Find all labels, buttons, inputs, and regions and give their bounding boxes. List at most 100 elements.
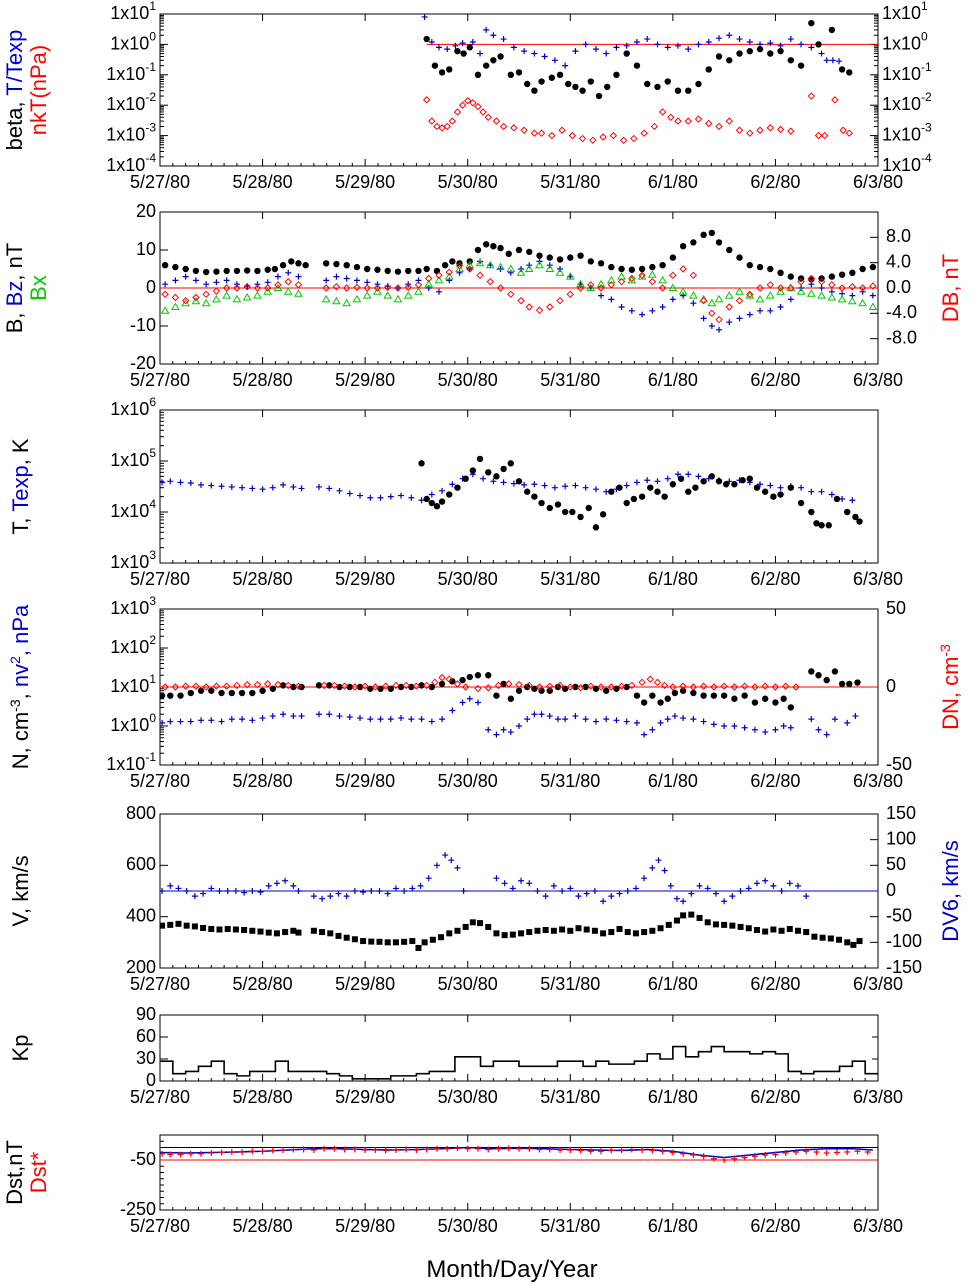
data-point-diamond [597,683,605,691]
data-point-plus [269,1147,276,1154]
data-point-diamond [392,681,400,690]
data-point-diamond [455,262,464,270]
data-point-diamond [486,277,494,286]
tick-mantissa: 1x10 [882,94,921,114]
data-point-dot [218,689,225,697]
data-point-square [310,927,317,934]
data-point-plus [674,42,681,49]
data-point-dot [322,260,330,267]
data-point-diamond [730,683,739,691]
x-tick-label: 5/31/80 [540,569,600,589]
data-point-plus [167,718,174,725]
data-point-plus [716,326,723,333]
data-point-plus [767,307,774,314]
data-point-plus [639,1147,646,1153]
data-point-plus [572,713,579,720]
data-point-plus [562,716,569,723]
data-point-plus [353,277,360,284]
data-point-triangle [565,272,575,280]
data-point-dot [587,78,594,85]
data-point-plus [232,888,239,894]
data-point-plus [526,880,533,887]
x-tick-label: 6/1/80 [648,1087,698,1107]
data-point-plus [777,304,784,310]
tick-mantissa: 1x10 [882,64,921,84]
data-point-plus [435,288,442,295]
data-point-dot [197,687,205,694]
y-tick-label: -50 [130,1149,156,1169]
data-point-plus [772,1151,779,1158]
tick-mantissa: 1x10 [106,94,145,114]
data-point-plus [685,471,692,478]
data-point-square [241,927,248,934]
data-point-dot [507,460,514,467]
data-point-dot [243,267,251,274]
data-point-diamond [735,126,744,134]
data-point-diamond [578,134,587,143]
data-point-dot [187,689,194,697]
axis-title-superscript: 2 [7,656,23,664]
tick-exponent: -2 [921,90,932,104]
data-point-square [319,929,326,936]
data-point-plus [524,716,531,723]
x-tick-label: 5/28/80 [233,569,293,589]
data-point-dot [736,254,743,261]
data-point-dot [664,695,671,702]
data-point-dot [577,513,584,521]
data-point-plus [454,864,461,871]
data-point-plus [582,41,589,48]
data-point-dot [531,685,538,692]
data-point-plus [628,1146,635,1153]
data-point-dot [638,265,646,273]
data-point-diamond [422,96,431,104]
data-point-triangle [868,302,878,310]
data-point-plus [326,711,333,718]
data-point-plus [751,726,758,733]
data-point-plus [659,304,666,310]
data-point-plus [398,715,405,722]
x-tick-label: 5/31/80 [540,1087,600,1107]
data-point-plus [603,716,610,723]
data-point-plus [425,285,432,291]
x-tick-label: 5/29/80 [335,1216,395,1236]
data-point-diamond [181,682,190,690]
data-point-diamond [630,134,638,143]
data-point-plus [387,493,394,500]
data-point-diamond [530,129,539,137]
tick-exponent: -3 [145,121,156,135]
data-point-plus [327,893,334,900]
x-tick-label: 6/2/80 [750,172,800,192]
data-point-plus [624,888,631,894]
axis-title-part: DB, nT [938,254,963,322]
data-point-plus [721,723,728,729]
data-point-square [745,925,752,932]
data-point-square [208,925,215,932]
data-point-dot [761,488,769,495]
tick-exponent: -3 [921,121,932,135]
data-point-square [493,930,500,937]
data-point-triangle [383,291,393,299]
data-point-dot [271,265,279,273]
data-point-square [392,939,399,946]
y-tick-label: 0 [146,277,156,297]
y-tick-label: 60 [136,1026,156,1046]
tick-mantissa: 1x10 [106,124,145,144]
data-point-plus [239,484,246,491]
data-point-plus [483,26,490,33]
data-point-dot [577,252,584,259]
data-point-triangle [847,296,857,305]
data-point-diamond [694,115,703,123]
data-point-diamond [320,681,328,690]
data-point-plus [218,718,225,725]
data-point-plus [818,285,825,291]
data-point-plus [654,478,661,485]
data-point-diamond [766,124,775,132]
data-point-plus [507,269,514,276]
series-triangle [160,258,878,314]
tick-mantissa: 1x10 [110,33,149,53]
data-point-plus [828,491,835,498]
data-point-diamond [587,682,595,690]
data-point-dot [808,19,815,27]
x-tick-label: 5/27/80 [130,1216,190,1236]
